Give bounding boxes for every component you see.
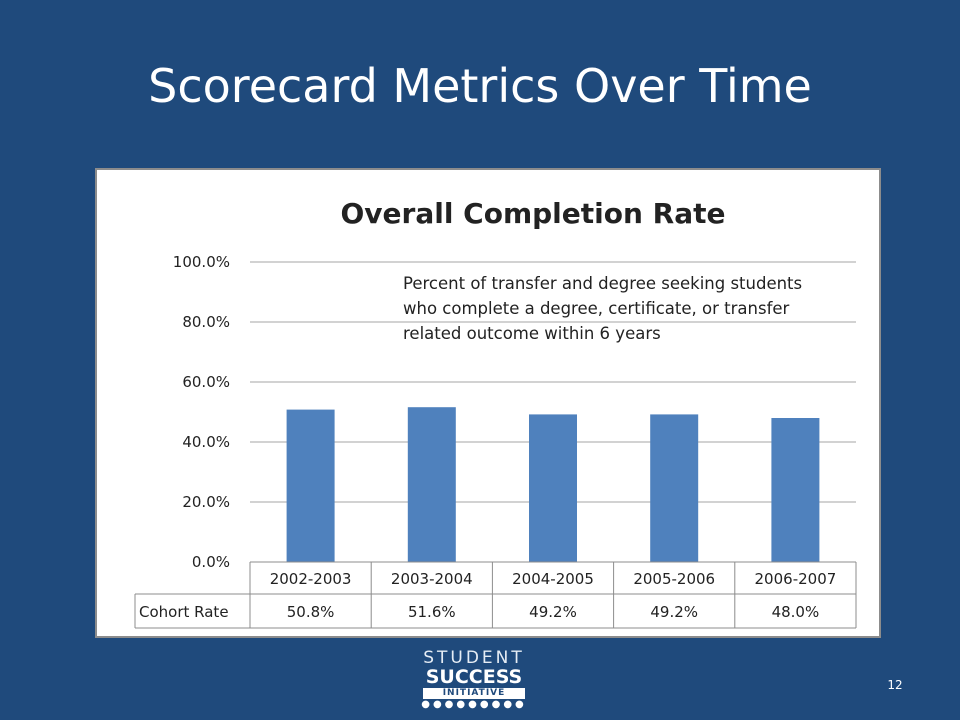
bar — [529, 414, 577, 562]
logo-line-initiative: INITIATIVE — [423, 688, 525, 699]
y-tick-label: 100.0% — [173, 253, 230, 271]
x-category-label: 2006-2007 — [755, 570, 837, 588]
data-label: 51.6% — [408, 603, 456, 621]
data-label: 49.2% — [650, 603, 698, 621]
page-number: 12 — [887, 678, 903, 692]
annotation-text: related outcome within 6 years — [403, 324, 661, 343]
bar — [650, 414, 699, 562]
y-tick-label: 40.0% — [182, 433, 230, 451]
logo-dots: ●●●●●●●●● — [421, 699, 527, 710]
overall-completion-rate-chart: Overall Completion Rate 0.0% 20.0% 40.0% 60.… — [134, 197, 857, 629]
logo-line-success: SUCCESS — [425, 666, 523, 688]
annotation-text: who complete a degree, certificate, or t… — [403, 299, 790, 318]
bar — [286, 409, 335, 562]
annotation-text: Percent of transfer and degree seeking s… — [403, 274, 802, 293]
x-category-label: 2004-2005 — [512, 570, 594, 588]
data-label: 48.0% — [772, 603, 820, 621]
chart-panel: Overall Completion Rate 0.0% 20.0% 40.0% 60.… — [95, 168, 881, 638]
bar — [771, 418, 820, 562]
logo-line-student: STUDENT — [423, 648, 525, 668]
slide-title: Scorecard Metrics Over Time — [148, 59, 812, 113]
y-tick-label: 80.0% — [182, 313, 230, 331]
y-tick-label: 60.0% — [182, 373, 230, 391]
bar — [407, 407, 456, 562]
chart-title: Overall Completion Rate — [340, 197, 725, 230]
y-tick-label: 0.0% — [192, 553, 230, 571]
student-success-initiative-logo: STUDENT SUCCESS INITIATIVE ●●●●●●●●● — [419, 649, 529, 711]
y-tick-label: 20.0% — [182, 493, 230, 511]
x-category-label: 2002-2003 — [270, 570, 352, 588]
data-label: 49.2% — [529, 603, 577, 621]
x-category-label: 2005-2006 — [633, 570, 715, 588]
x-category-label: 2003-2004 — [391, 570, 473, 588]
data-label: 50.8% — [287, 603, 335, 621]
data-table-row-label: Cohort Rate — [139, 603, 229, 621]
